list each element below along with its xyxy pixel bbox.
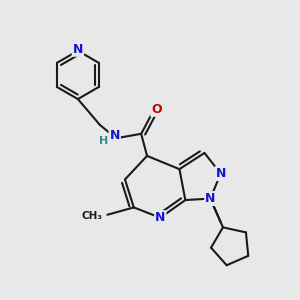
Text: N: N — [205, 192, 215, 205]
Text: O: O — [151, 103, 162, 116]
Text: CH₃: CH₃ — [81, 211, 102, 221]
Text: N: N — [215, 167, 226, 180]
Text: N: N — [73, 43, 83, 56]
Text: N: N — [155, 211, 166, 224]
Text: H: H — [99, 136, 108, 146]
Text: N: N — [110, 129, 120, 142]
